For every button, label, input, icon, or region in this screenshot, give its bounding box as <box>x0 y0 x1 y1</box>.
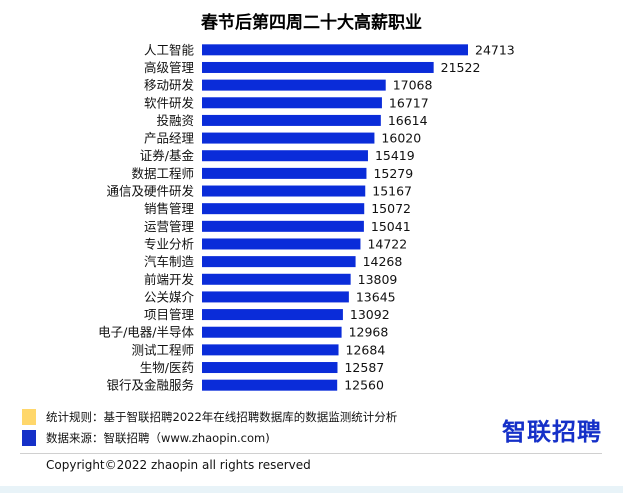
value-label: 13092 <box>350 307 390 322</box>
value-label: 15419 <box>375 148 415 163</box>
bar <box>202 362 338 374</box>
value-label: 12587 <box>344 360 384 375</box>
rule-square-marker <box>22 409 36 425</box>
bar <box>202 291 349 303</box>
bar <box>202 79 386 91</box>
bar-chart: 人工智能 24713 高级管理 21522 移动研发 17068 软件研发 16717 投融资 1… <box>98 42 515 393</box>
source-note-text: 数据来源：智联招聘（www.zhaopin.com) <box>46 431 270 445</box>
bar <box>202 114 381 126</box>
bar <box>202 97 382 109</box>
category-label: 销售管理 <box>144 201 195 216</box>
category-label: 专业分析 <box>144 236 194 251</box>
bar <box>202 309 343 321</box>
bar <box>202 132 375 144</box>
category-label: 投融资 <box>156 113 194 128</box>
bar <box>202 150 368 162</box>
category-label: 公关媒介 <box>144 289 195 304</box>
value-label: 12560 <box>344 378 384 393</box>
category-label: 移动研发 <box>144 78 195 93</box>
bar <box>202 238 361 250</box>
value-label: 24713 <box>475 42 515 57</box>
value-label: 15041 <box>371 219 411 234</box>
bar <box>202 185 366 197</box>
value-label: 16614 <box>388 113 428 128</box>
rule-note: 统计规则：基于智联招聘2022年在线招聘数据库的数据监测统计分析 <box>22 409 397 425</box>
bar <box>202 379 338 391</box>
value-label: 14722 <box>367 236 407 251</box>
bar <box>202 167 367 179</box>
bar <box>202 273 351 285</box>
category-label: 证券/基金 <box>140 148 195 163</box>
category-label: 电子/电器/半导体 <box>98 325 194 340</box>
category-label: 测试工程师 <box>131 342 194 357</box>
zhaopin-logo: 智联招聘 <box>502 418 602 446</box>
bar <box>202 326 342 338</box>
copyright-text: Copyright©2022 zhaopin all rights reserv… <box>46 458 311 472</box>
category-label: 生物/医药 <box>140 360 194 375</box>
value-label: 16717 <box>389 95 429 110</box>
category-label: 高级管理 <box>144 60 195 75</box>
value-label: 21522 <box>441 60 481 75</box>
category-label: 前端开发 <box>144 272 195 287</box>
category-label: 软件研发 <box>144 95 195 110</box>
chart-title: 春节后第四周二十大高薪职业 <box>201 13 422 33</box>
bar <box>202 61 434 73</box>
value-label: 15279 <box>373 166 413 181</box>
bar <box>202 220 364 232</box>
value-label: 14268 <box>363 254 403 269</box>
category-label: 人工智能 <box>144 42 195 57</box>
category-label: 运营管理 <box>144 219 195 234</box>
rule-note-text: 统计规则：基于智联招聘2022年在线招聘数据库的数据监测统计分析 <box>46 410 398 424</box>
bar <box>202 44 468 56</box>
category-label: 项目管理 <box>144 307 195 322</box>
bar <box>202 203 365 215</box>
category-label: 银行及金融服务 <box>106 378 194 393</box>
value-label: 12968 <box>349 325 389 340</box>
value-label: 13645 <box>356 289 396 304</box>
category-label: 通信及硬件研发 <box>106 184 194 199</box>
value-label: 15167 <box>372 184 412 199</box>
bar <box>202 344 339 356</box>
bottom-band <box>0 486 623 493</box>
value-label: 16020 <box>381 131 421 146</box>
category-label: 汽车制造 <box>144 254 195 269</box>
footer-divider <box>20 453 602 454</box>
source-note: 数据来源：智联招聘（www.zhaopin.com) <box>22 430 270 446</box>
value-label: 12684 <box>346 342 386 357</box>
bar <box>202 256 356 268</box>
category-label: 数据工程师 <box>131 166 194 181</box>
value-label: 15072 <box>371 201 411 216</box>
value-label: 13809 <box>358 272 398 287</box>
value-label: 17068 <box>393 78 433 93</box>
category-label: 产品经理 <box>144 131 195 146</box>
source-square-marker <box>22 430 36 446</box>
